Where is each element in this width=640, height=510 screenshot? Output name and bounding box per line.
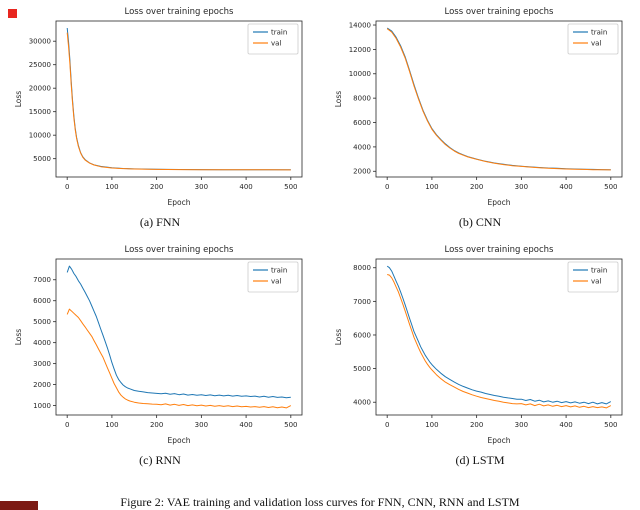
svg-text:400: 400 — [239, 183, 252, 191]
svg-text:7000: 7000 — [33, 276, 51, 284]
y-axis-label: Loss — [14, 329, 23, 346]
subplot-grid: 0 100 200 300 400 500 5000 10000 15000 20000 25000… — [0, 4, 640, 468]
svg-text:0: 0 — [385, 183, 389, 191]
figure-caption: Figure 2: VAE training and validation lo… — [120, 495, 520, 509]
svg-text:1000: 1000 — [33, 402, 51, 410]
dark-red-annotation-marker — [0, 501, 38, 510]
chart-cnn: 0 100 200 300 400 500 2000 4000 6000 8000 10000 120… — [330, 4, 630, 209]
chart-lstm: 0 100 200 300 400 500 4000 5000 6000 7000 8000 Loss… — [330, 242, 630, 447]
svg-text:15000: 15000 — [29, 108, 51, 116]
loss-chart-svg: 0 100 200 300 400 500 2000 4000 6000 8000 10000 120… — [334, 7, 623, 207]
x-axis-label: Epoch — [488, 198, 511, 207]
svg-text:14000: 14000 — [349, 21, 371, 29]
svg-text:100: 100 — [105, 421, 118, 429]
series-line-train — [66, 265, 291, 399]
svg-text:400: 400 — [239, 421, 252, 429]
svg-text:300: 300 — [515, 183, 528, 191]
subplot-c-rnn: 0 100 200 300 400 500 1000 2000 3000 4000 5000 6000… — [10, 242, 310, 468]
series-line-val — [66, 32, 291, 171]
svg-text:0: 0 — [65, 421, 69, 429]
chart-rnn: 0 100 200 300 400 500 1000 2000 3000 4000 5000 6000… — [10, 242, 310, 447]
svg-text:200: 200 — [470, 183, 483, 191]
chart-title: Loss over training epochs — [125, 7, 235, 17]
svg-text:2000: 2000 — [353, 168, 371, 176]
subplot-caption-cnn: (b) CNN — [458, 215, 502, 229]
svg-text:0: 0 — [65, 183, 69, 191]
subplot-d-lstm: 0 100 200 300 400 500 4000 5000 6000 7000 8000 Loss… — [330, 242, 630, 468]
svg-text:400: 400 — [559, 183, 572, 191]
series-line-val — [386, 28, 611, 171]
svg-text:100: 100 — [105, 183, 118, 191]
svg-text:300: 300 — [195, 183, 208, 191]
y-axis-label: Loss — [334, 91, 343, 108]
legend-label-val: val — [591, 277, 601, 285]
svg-text:200: 200 — [150, 183, 163, 191]
chart-fnn: 0 100 200 300 400 500 5000 10000 15000 20000 25000… — [10, 4, 310, 209]
svg-text:10000: 10000 — [349, 70, 371, 78]
svg-text:3000: 3000 — [33, 360, 51, 368]
chart-title: Loss over training epochs — [125, 245, 235, 255]
chart-title: Loss over training epochs — [445, 245, 555, 255]
series-line-val — [387, 274, 612, 409]
svg-text:300: 300 — [195, 421, 208, 429]
svg-text:30000: 30000 — [29, 38, 51, 46]
legend-label-val: val — [591, 39, 601, 47]
chart-title: Loss over training epochs — [445, 7, 555, 17]
svg-text:10000: 10000 — [29, 132, 51, 140]
subplot-caption-lstm: (d) LSTM — [455, 453, 505, 467]
loss-chart-svg: 0 100 200 300 400 500 4000 5000 6000 7000 8000 Loss… — [334, 245, 623, 445]
svg-text:500: 500 — [284, 183, 297, 191]
legend-label-val: val — [271, 277, 281, 285]
legend-label-train: train — [591, 266, 607, 274]
svg-text:25000: 25000 — [29, 61, 51, 69]
svg-text:6000: 6000 — [353, 331, 371, 339]
svg-text:6000: 6000 — [353, 119, 371, 127]
subplot-a-fnn: 0 100 200 300 400 500 5000 10000 15000 20000 25000… — [10, 4, 310, 230]
legend-label-train: train — [271, 266, 287, 274]
svg-text:200: 200 — [150, 421, 163, 429]
svg-text:0: 0 — [385, 421, 389, 429]
svg-text:400: 400 — [559, 421, 572, 429]
legend-label-train: train — [271, 28, 287, 36]
subplot-caption-fnn: (a) FNN — [139, 215, 181, 229]
svg-text:2000: 2000 — [33, 381, 51, 389]
svg-text:500: 500 — [284, 421, 297, 429]
svg-text:4000: 4000 — [33, 339, 51, 347]
svg-text:200: 200 — [470, 421, 483, 429]
svg-text:20000: 20000 — [29, 85, 51, 93]
svg-text:500: 500 — [604, 421, 617, 429]
svg-text:7000: 7000 — [353, 298, 371, 306]
loss-chart-svg: 0 100 200 300 400 500 5000 10000 15000 20000 25000… — [14, 7, 303, 207]
x-axis-label: Epoch — [488, 436, 511, 445]
series-line-train — [386, 265, 612, 405]
red-annotation-marker — [8, 9, 17, 18]
svg-text:100: 100 — [425, 183, 438, 191]
svg-text:5000: 5000 — [33, 155, 51, 163]
legend-label-val: val — [271, 39, 281, 47]
svg-text:5000: 5000 — [33, 318, 51, 326]
svg-text:5000: 5000 — [353, 365, 371, 373]
x-axis-label: Epoch — [168, 198, 191, 207]
svg-text:4000: 4000 — [353, 399, 371, 407]
y-axis-label: Loss — [14, 91, 23, 108]
svg-text:300: 300 — [515, 421, 528, 429]
svg-text:8000: 8000 — [353, 264, 371, 272]
series-line-val — [66, 308, 292, 409]
svg-text:12000: 12000 — [349, 46, 371, 54]
y-axis-label: Loss — [334, 329, 343, 346]
svg-text:8000: 8000 — [353, 95, 371, 103]
subplot-b-cnn: 0 100 200 300 400 500 2000 4000 6000 8000 10000 120… — [330, 4, 630, 230]
subplot-caption-rnn: (c) RNN — [139, 453, 181, 467]
legend-label-train: train — [591, 28, 607, 36]
loss-chart-svg: 0 100 200 300 400 500 1000 2000 3000 4000 5000 6000… — [14, 245, 303, 445]
svg-text:100: 100 — [425, 421, 438, 429]
x-axis-label: Epoch — [168, 436, 191, 445]
svg-text:500: 500 — [604, 183, 617, 191]
svg-text:4000: 4000 — [353, 143, 371, 151]
svg-text:6000: 6000 — [33, 297, 51, 305]
